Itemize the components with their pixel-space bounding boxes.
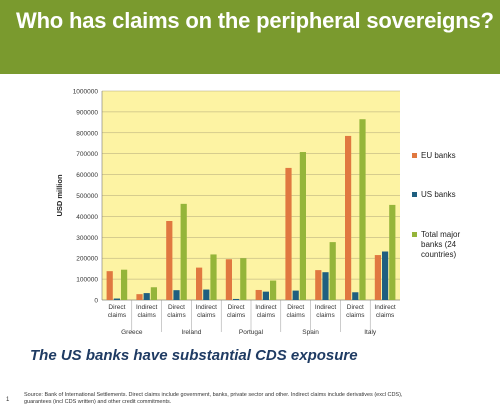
- legend-swatch-eu-banks: [412, 153, 417, 158]
- x-tick-label: claims: [316, 312, 335, 319]
- x-tick-label: Direct: [287, 304, 304, 311]
- x-tick-label: Direct: [168, 304, 185, 311]
- group-label: Ireland: [181, 329, 201, 336]
- bar-us-banks: [113, 298, 120, 300]
- y-axis-label: USD million: [55, 174, 64, 217]
- legend-label-total-major-banks: countries): [421, 250, 456, 259]
- y-tick-label: 600000: [76, 172, 98, 179]
- x-tick-label: claims: [108, 312, 127, 319]
- bar-total-major-banks: [240, 258, 247, 300]
- bar-total-major-banks: [299, 152, 306, 300]
- x-tick-label: claims: [227, 312, 246, 319]
- legend-swatch-total-major-banks: [412, 232, 417, 237]
- bar-eu-banks: [345, 135, 352, 300]
- legend-label-eu-banks: EU banks: [421, 151, 456, 160]
- bar-total-major-banks: [329, 242, 336, 300]
- bar-total-major-banks: [150, 287, 157, 300]
- group-label: Spain: [302, 329, 319, 336]
- x-tick-label: claims: [286, 312, 305, 319]
- bar-eu-banks: [225, 259, 232, 300]
- y-tick-label: 0: [94, 298, 98, 305]
- source-line-1: Source: Bank of International Settlement…: [24, 392, 403, 398]
- bar-total-major-banks: [180, 203, 187, 300]
- bar-eu-banks: [196, 267, 203, 300]
- source-note: Source: Bank of International Settlement…: [24, 392, 494, 406]
- x-tick-label: Indirect: [255, 304, 277, 311]
- bar-total-major-banks: [389, 204, 396, 300]
- y-tick-label: 400000: [76, 214, 98, 221]
- x-tick-label: Indirect: [136, 304, 158, 311]
- y-tick-label: 500000: [76, 193, 98, 200]
- y-tick-label: 800000: [76, 130, 98, 137]
- x-tick-label: claims: [167, 312, 186, 319]
- bar-eu-banks: [374, 255, 381, 300]
- group-label: Portugal: [239, 329, 264, 336]
- bar-us-banks: [203, 289, 210, 300]
- slide-number: 1: [6, 397, 10, 403]
- bar-eu-banks: [136, 294, 143, 300]
- bar-us-banks: [322, 272, 329, 300]
- y-tick-label: 1000000: [73, 89, 99, 96]
- bar-chart: 0 100000 200000 300000 400000 500000 600000 700…: [55, 89, 460, 337]
- x-tick-label: claims: [346, 312, 365, 319]
- legend-label-total-major-banks: Total major: [421, 230, 460, 239]
- bar-us-banks: [143, 293, 150, 300]
- group-label: Italy: [364, 329, 377, 336]
- bar-eu-banks: [255, 289, 262, 300]
- x-tick-label: Indirect: [315, 304, 337, 311]
- bar-us-banks: [262, 291, 269, 300]
- y-tick-label: 200000: [76, 256, 98, 263]
- x-tick-label: Direct: [108, 304, 125, 311]
- bar-eu-banks: [315, 270, 322, 300]
- bar-eu-banks: [166, 220, 173, 300]
- slide-subtitle: The US banks have substantial CDS exposu…: [30, 347, 358, 364]
- slide-title: Who has claims on the peripheral soverei…: [16, 8, 494, 33]
- x-tick-label: claims: [257, 312, 276, 319]
- source-line-2: guarantees (incl CDS written) and other …: [24, 399, 172, 405]
- x-tick-label: claims: [376, 312, 395, 319]
- x-tick-label: Indirect: [196, 304, 218, 311]
- legend-swatch-us-banks: [412, 192, 417, 197]
- bar-eu-banks: [106, 271, 113, 300]
- x-tick-label: claims: [137, 312, 156, 319]
- y-tick-label: 700000: [76, 151, 98, 158]
- bar-us-banks: [173, 290, 180, 300]
- bar-total-major-banks: [210, 254, 217, 300]
- bar-total-major-banks: [121, 269, 128, 300]
- y-tick-label: 100000: [76, 277, 98, 284]
- bar-us-banks: [352, 292, 359, 300]
- y-tick-label: 900000: [76, 109, 98, 116]
- bar-us-banks: [292, 290, 299, 300]
- x-tick-label: Direct: [228, 304, 245, 311]
- x-tick-label: Direct: [347, 304, 364, 311]
- bar-total-major-banks: [270, 280, 277, 300]
- x-tick-label: claims: [197, 312, 216, 319]
- bar-us-banks: [233, 298, 240, 300]
- legend-label-us-banks: US banks: [421, 190, 456, 199]
- group-label: Greece: [121, 329, 143, 336]
- bar-eu-banks: [285, 167, 292, 300]
- title-bar: Who has claims on the peripheral soverei…: [0, 0, 500, 74]
- legend-label-total-major-banks: banks (24: [421, 240, 457, 249]
- bar-us-banks: [382, 251, 389, 300]
- y-tick-label: 300000: [76, 235, 98, 242]
- bar-total-major-banks: [359, 119, 366, 300]
- x-tick-label: Indirect: [374, 304, 396, 311]
